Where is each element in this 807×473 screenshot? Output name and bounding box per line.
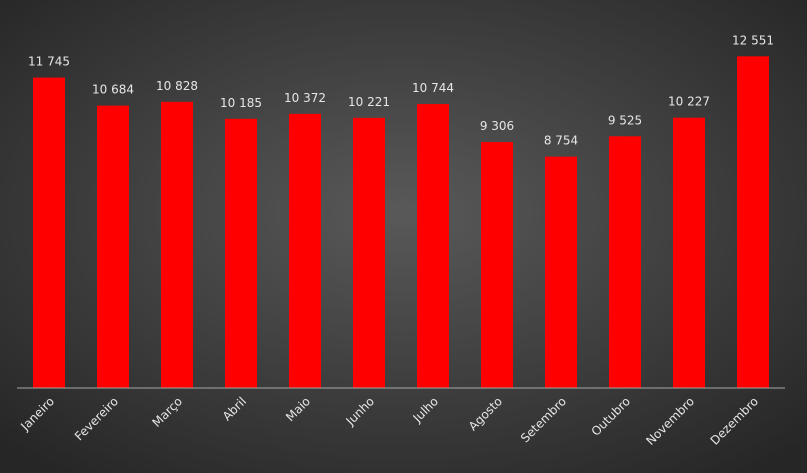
data-label: 10 185 [220, 96, 262, 110]
bar [417, 104, 449, 389]
bar [289, 113, 321, 388]
bar [97, 105, 129, 388]
bar [33, 77, 65, 388]
data-label: 12 551 [732, 33, 774, 47]
data-label: 10 221 [348, 95, 390, 109]
bar [161, 101, 193, 389]
bar [737, 56, 769, 389]
data-label: 9 525 [608, 113, 642, 127]
data-label: 10 227 [668, 95, 710, 109]
data-label: 10 684 [92, 83, 134, 97]
data-label: 10 372 [284, 91, 326, 105]
bar [609, 136, 641, 388]
data-label: 8 754 [544, 134, 578, 148]
data-label: 11 745 [28, 55, 70, 69]
bar [673, 117, 705, 388]
bar [353, 117, 385, 389]
data-label: 10 828 [156, 79, 198, 93]
data-label: 9 306 [480, 119, 514, 133]
bar [545, 156, 577, 388]
bar [225, 118, 257, 388]
bar [481, 142, 513, 388]
data-label: 10 744 [412, 81, 454, 95]
